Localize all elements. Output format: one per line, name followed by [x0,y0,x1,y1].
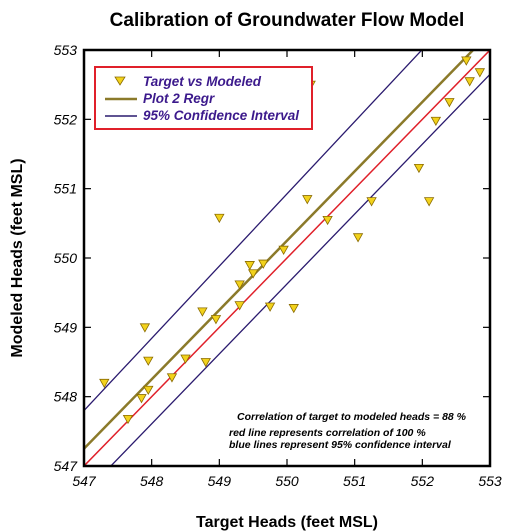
data-point [234,280,245,290]
y-axis-label: Modeled Heads (feet MSL) [9,158,26,357]
plot-lines [84,50,490,466]
data-point [139,323,151,333]
data-point [258,259,269,269]
data-point [180,354,191,364]
x-tick-label: 552 [411,473,435,489]
regression-line [84,50,475,450]
legend-marker-icon [114,76,126,86]
legend-label-confidence: 95% Confidence Interval [143,108,299,123]
data-point [166,373,178,383]
x-tick-label: 550 [275,473,299,489]
y-tick-label: 551 [54,181,77,197]
reference-line [84,50,490,466]
data-point [461,56,472,66]
data-point [247,269,259,279]
plot-frame [82,48,492,468]
y-tick-label: 552 [54,111,78,127]
chart-title: Calibration of Groundwater Flow Model [110,10,465,31]
x-tick-label: 548 [140,473,164,489]
data-point [210,315,222,325]
data-point [122,414,134,425]
data-point [264,302,276,312]
confidence-upper-line [84,50,423,411]
x-tick-label: 551 [343,473,366,489]
x-tick-label: 549 [208,473,232,489]
axis-ticks: 547 548 549 550 551 552 553 547 548 549 550 551 552 5… [54,42,502,489]
x-tick-label: 547 [72,473,97,489]
data-point [474,68,486,78]
annotation-correlation: Correlation of target to modeled heads =… [237,411,467,423]
data-point [288,304,299,314]
data-point [234,301,245,311]
y-tick-label: 550 [54,250,78,266]
data-point [197,307,208,317]
data-point [302,195,313,205]
data-point [423,197,435,207]
data-point [200,358,211,368]
data-point [278,245,289,255]
legend: Target vs Modeled Plot 2 Regr 95% Confid… [94,66,313,130]
confidence-lower-line [109,73,490,466]
y-tick-label: 548 [54,389,78,405]
data-point [352,233,364,243]
annotation-red-line: red line represents correlation of 100 % [229,427,426,439]
data-point [444,98,455,108]
data-point [99,378,110,389]
x-axis-label: Target Heads (feet MSL) [196,514,378,531]
y-tick-label: 549 [54,319,78,335]
annotations: Correlation of target to modeled heads =… [229,411,467,451]
data-markers [99,56,486,425]
data-point [413,163,425,174]
data-point [430,116,442,127]
legend-label-regression: Plot 2 Regr [143,91,215,106]
data-point [322,215,333,226]
y-tick-label: 553 [54,42,78,58]
annotation-blue-lines: blue lines represent 95% confidence inte… [229,439,452,451]
x-tick-label: 553 [478,473,502,489]
data-point [143,385,154,396]
data-point [136,394,147,404]
data-point [214,213,225,224]
y-tick-label: 547 [54,458,79,474]
legend-label-target: Target vs Modeled [143,74,262,89]
data-point [244,261,255,271]
data-point [366,197,377,207]
data-point [464,77,475,87]
data-point [143,356,154,366]
